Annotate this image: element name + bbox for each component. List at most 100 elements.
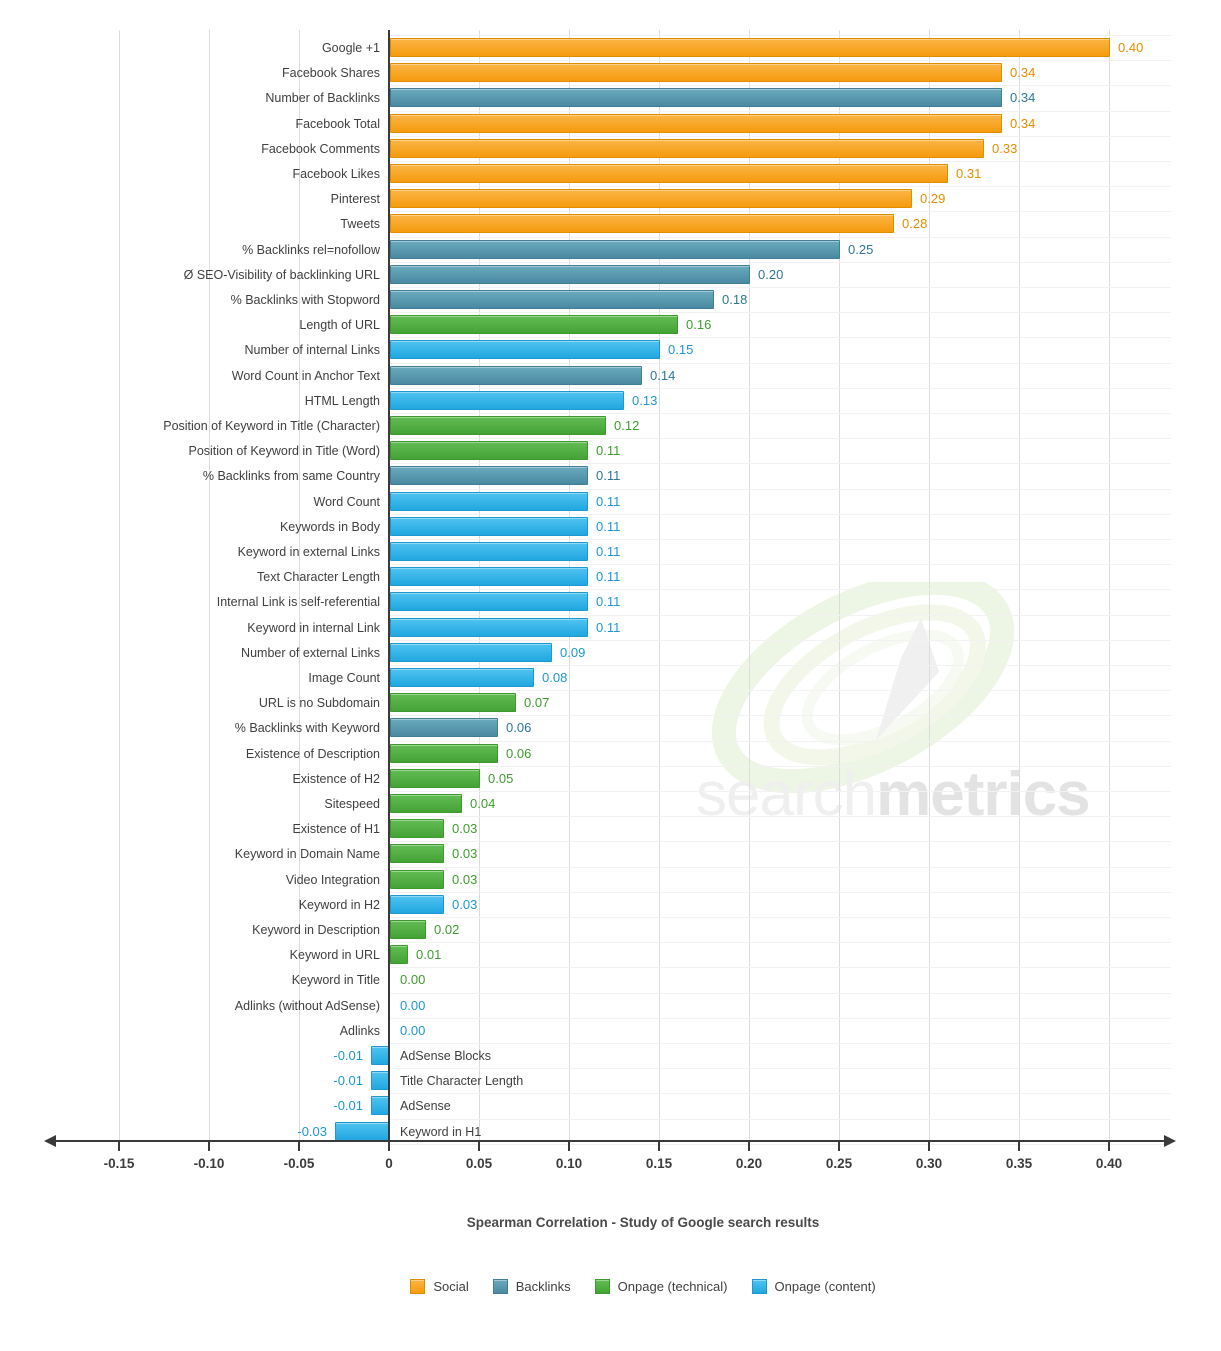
axis-tick xyxy=(838,1142,840,1151)
bar xyxy=(390,315,678,334)
row-separator xyxy=(389,186,1171,187)
category-label: Adlinks (without AdSense) xyxy=(234,999,380,1013)
bar xyxy=(390,492,588,511)
axis-tick xyxy=(118,1142,120,1151)
axis-tick xyxy=(748,1142,750,1151)
row-separator xyxy=(389,337,1171,338)
row-separator xyxy=(389,438,1171,439)
bar-value-label: 0.11 xyxy=(596,620,621,635)
bar-row: Keyword in internal Link 0.11 xyxy=(0,615,1221,641)
category-label: Word Count xyxy=(313,495,380,509)
bar xyxy=(390,693,516,712)
axis-tick xyxy=(658,1142,660,1151)
bar-row: % Backlinks from same Country 0.11 xyxy=(0,463,1221,489)
watermark-text-bold: metrics xyxy=(876,760,1090,829)
axis-tick-label: 0.35 xyxy=(1005,1156,1033,1171)
gridline xyxy=(659,30,660,1140)
bar xyxy=(390,945,408,964)
row-separator xyxy=(389,791,1171,792)
category-label: Keyword in Domain Name xyxy=(234,847,380,861)
axis-tick xyxy=(208,1142,210,1151)
bar-row: -0.01 AdSense xyxy=(0,1093,1221,1119)
bar-value-label: 0.11 xyxy=(596,594,621,609)
bar xyxy=(390,643,552,662)
axis-tick-label: 0.30 xyxy=(915,1156,943,1171)
bar xyxy=(390,63,1002,82)
axis-tick-label: -0.10 xyxy=(193,1156,225,1171)
row-separator xyxy=(389,1119,1171,1120)
bar-value-label: 0.34 xyxy=(1010,65,1036,80)
bar-value-label: 0.05 xyxy=(488,771,514,786)
bar-value-label: 0.31 xyxy=(956,166,982,181)
category-label: Existence of H1 xyxy=(292,822,380,836)
bar-row: Keyword in Description 0.02 xyxy=(0,917,1221,943)
bar-row: Text Character Length 0.11 xyxy=(0,564,1221,590)
row-separator xyxy=(389,892,1171,893)
bar xyxy=(390,391,624,410)
row-separator xyxy=(389,262,1171,263)
row-separator xyxy=(389,35,1171,36)
bar xyxy=(390,844,444,863)
row-separator xyxy=(389,388,1171,389)
bar-row: Keyword in Domain Name 0.03 xyxy=(0,841,1221,867)
category-label: HTML Length xyxy=(304,394,380,408)
category-label: Video Integration xyxy=(285,873,380,887)
row-separator xyxy=(389,564,1171,565)
category-label: Pinterest xyxy=(330,192,380,206)
watermark-swoosh xyxy=(711,582,1015,794)
zero-axis-line xyxy=(388,30,390,1140)
bar-value-label: 0.00 xyxy=(400,1023,426,1038)
bar-row: Keywords in Body 0.11 xyxy=(0,514,1221,540)
row-separator xyxy=(389,463,1171,464)
bar xyxy=(390,870,444,889)
row-separator xyxy=(389,917,1171,918)
category-label: Facebook Comments xyxy=(261,142,380,156)
category-label: % Backlinks with Keyword xyxy=(234,721,380,735)
legend-swatch-social xyxy=(410,1279,426,1294)
bar xyxy=(390,290,714,309)
row-separator xyxy=(389,211,1171,212)
bar-value-label: 0.07 xyxy=(524,695,550,710)
bar xyxy=(390,214,894,233)
bar xyxy=(390,441,588,460)
category-label: Adlinks xyxy=(339,1024,380,1038)
legend-item-backlinks: Backlinks xyxy=(492,1279,571,1294)
bar xyxy=(390,718,498,737)
bar-row: Pinterest 0.29 xyxy=(0,186,1221,212)
bar-row: Keyword in URL 0.01 xyxy=(0,942,1221,968)
bar-row: % Backlinks with Stopword 0.18 xyxy=(0,287,1221,313)
bar-value-label: 0.03 xyxy=(452,897,478,912)
axis-arrow-right-icon xyxy=(1164,1135,1176,1147)
bar xyxy=(390,139,984,158)
bar-value-label: 0.00 xyxy=(400,972,426,987)
bar-value-label: 0.40 xyxy=(1118,40,1144,55)
category-label: Facebook Shares xyxy=(282,66,380,80)
svg-text:searchmetrics: searchmetrics xyxy=(696,760,1090,829)
bar xyxy=(390,769,480,788)
category-label: Number of Backlinks xyxy=(265,91,380,105)
bar xyxy=(390,366,642,385)
row-separator xyxy=(389,993,1171,994)
bar-row: Ø SEO-Visibility of backlinking URL 0.20 xyxy=(0,262,1221,288)
bar-row: Facebook Total 0.34 xyxy=(0,111,1221,137)
row-separator xyxy=(389,312,1171,313)
bar-row: HTML Length 0.13 xyxy=(0,388,1221,414)
bar xyxy=(390,114,1002,133)
row-separator xyxy=(389,967,1171,968)
category-label: Tweets xyxy=(340,217,380,231)
bar-value-label: -0.01 xyxy=(333,1048,363,1063)
bar-value-label: 0.33 xyxy=(992,141,1018,156)
bar-value-label: 0.11 xyxy=(596,494,621,509)
row-separator xyxy=(389,111,1171,112)
bar-row: Position of Keyword in Title (Word) 0.11 xyxy=(0,438,1221,464)
bar-row: Keyword in Title 0.00 xyxy=(0,967,1221,993)
row-separator xyxy=(389,615,1171,616)
category-label: Internal Link is self-referential xyxy=(216,595,380,609)
bar-value-label: 0.29 xyxy=(920,191,946,206)
x-axis-line xyxy=(52,1140,1166,1142)
gridline xyxy=(929,30,930,1140)
row-separator xyxy=(389,237,1171,238)
category-label: Ø SEO-Visibility of backlinking URL xyxy=(183,268,380,282)
row-separator xyxy=(389,161,1171,162)
searchmetrics-watermark: searchmetrics xyxy=(696,582,1091,829)
